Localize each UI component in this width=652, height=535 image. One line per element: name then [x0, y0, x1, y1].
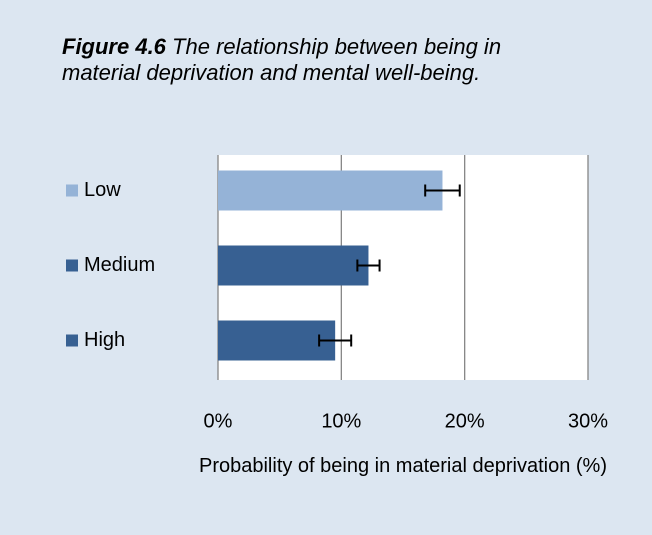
- y-tick-label: Medium: [84, 254, 155, 276]
- title-text: The relationship between being in materi…: [62, 34, 502, 85]
- error-bar: [424, 184, 461, 197]
- y-tick-label: High: [84, 329, 125, 351]
- x-tick-label: 10%: [321, 410, 361, 432]
- bar: [218, 170, 443, 211]
- error-bar: [318, 334, 353, 347]
- y-tick-label: Low: [84, 179, 121, 201]
- figure-label: Figure 4.6: [62, 34, 166, 59]
- x-axis-label: Probability of being in material depriva…: [199, 455, 607, 477]
- legend-swatch: [66, 259, 78, 272]
- legend-swatch: [66, 184, 78, 197]
- bar: [218, 245, 369, 286]
- x-tick-label: 30%: [568, 410, 608, 432]
- bar: [218, 320, 336, 361]
- x-tick-label: 20%: [445, 410, 485, 432]
- legend-swatch: [66, 334, 78, 347]
- chart-title: Figure 4.6 The relationship between bein…: [62, 34, 552, 86]
- x-tick-label: 0%: [204, 410, 233, 432]
- error-bar: [356, 259, 381, 272]
